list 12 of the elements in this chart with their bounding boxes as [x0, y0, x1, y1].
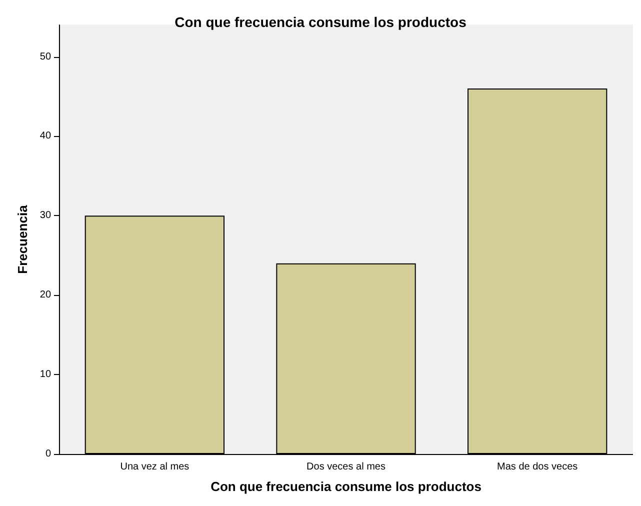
y-tick-label: 30 — [40, 210, 52, 222]
y-tick-label: 0 — [45, 448, 52, 460]
y-axis-title: Frecuencia — [15, 204, 30, 274]
chart-title: Con que frecuencia consume los productos — [174, 14, 467, 30]
x-tick-label: Dos veces al mes — [306, 462, 386, 472]
x-tick-label: Una vez al mes — [120, 462, 190, 472]
x-tick-label: Mas de dos veces — [497, 462, 578, 472]
y-tick-label: 50 — [40, 51, 52, 62]
x-axis-title: Con que frecuencia consume los productos — [210, 479, 482, 494]
y-tick-label: 10 — [40, 369, 52, 380]
y-tick-label: 20 — [40, 290, 52, 301]
y-tick-label: 40 — [40, 130, 52, 142]
